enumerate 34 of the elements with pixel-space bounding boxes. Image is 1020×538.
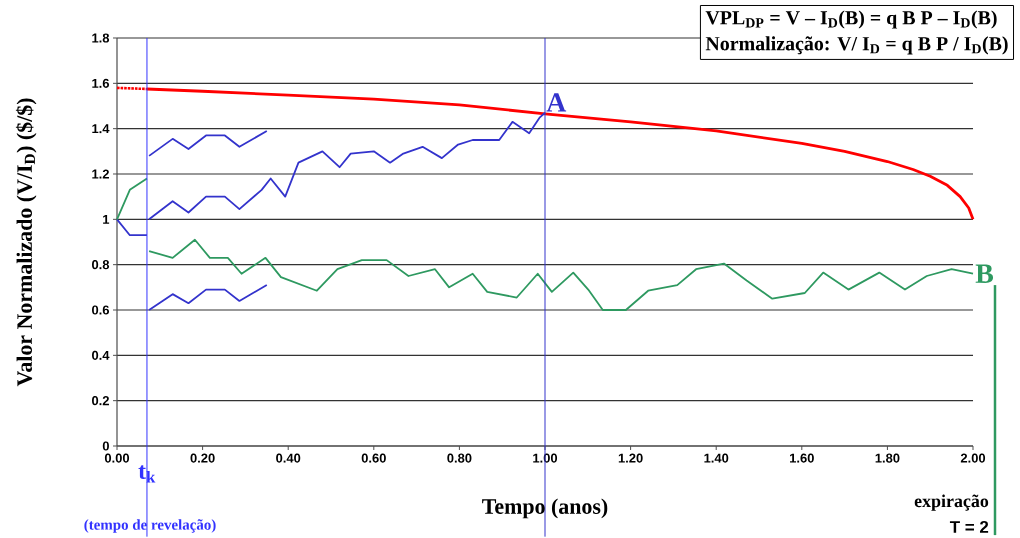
y-tick-label: 1 bbox=[103, 214, 110, 224]
y-tick-label: 0.6 bbox=[92, 305, 110, 315]
x-tick-label: 0.40 bbox=[276, 453, 301, 463]
y-tick-label: 0 bbox=[102, 441, 109, 451]
annotation: Normalização: V/ I$_{D}$ = q B P / I$_{D}$(B) bbox=[705, 36, 1008, 55]
x-tick-label: 0.20 bbox=[190, 453, 215, 463]
x-tick-label: 1.20 bbox=[618, 453, 643, 463]
y-tick-label: 1.4 bbox=[92, 124, 110, 134]
x-axis-title: Tempo (anos) bbox=[482, 498, 608, 519]
y-tick-label: 1.2 bbox=[92, 169, 109, 179]
y-tick-label: 0.4 bbox=[92, 350, 110, 360]
annotation: B bbox=[975, 264, 994, 283]
text: expiração bbox=[914, 494, 989, 511]
x-tick-label: 1.40 bbox=[704, 453, 729, 463]
y-tick-label: 1.6 bbox=[92, 78, 110, 88]
text: T = 2 bbox=[949, 520, 989, 533]
x-tick-label: 1.60 bbox=[790, 453, 814, 463]
x-tick-label: 0.80 bbox=[447, 453, 472, 463]
line-series bbox=[148, 130, 268, 157]
y-tick-label: 1.8 bbox=[92, 33, 110, 43]
y-axis-title: Valor Normalizado (V/I$_{D}$) ($/$) bbox=[15, 98, 37, 387]
x-tick-label: 0.00 bbox=[104, 453, 130, 463]
y-tick-label: 0.2 bbox=[92, 396, 109, 406]
x-tick-label: 2.00 bbox=[960, 453, 986, 463]
text: VPL$_{DP}$ = V – I$_{D}$(B) = q B P – I$_{D}$(B) bbox=[705, 10, 997, 29]
line-series bbox=[148, 284, 268, 311]
annotation: A bbox=[546, 93, 567, 112]
x-tick-label: 1.00 bbox=[533, 453, 558, 463]
x-tick-label: 1.80 bbox=[875, 453, 900, 463]
ref-line-label: t$_{k}$ bbox=[138, 465, 156, 483]
text: (tempo de revelação) bbox=[84, 519, 216, 533]
line-series bbox=[148, 238, 974, 311]
x-tick-label: 0.60 bbox=[361, 453, 386, 463]
y-tick-label: 0.8 bbox=[92, 260, 110, 270]
